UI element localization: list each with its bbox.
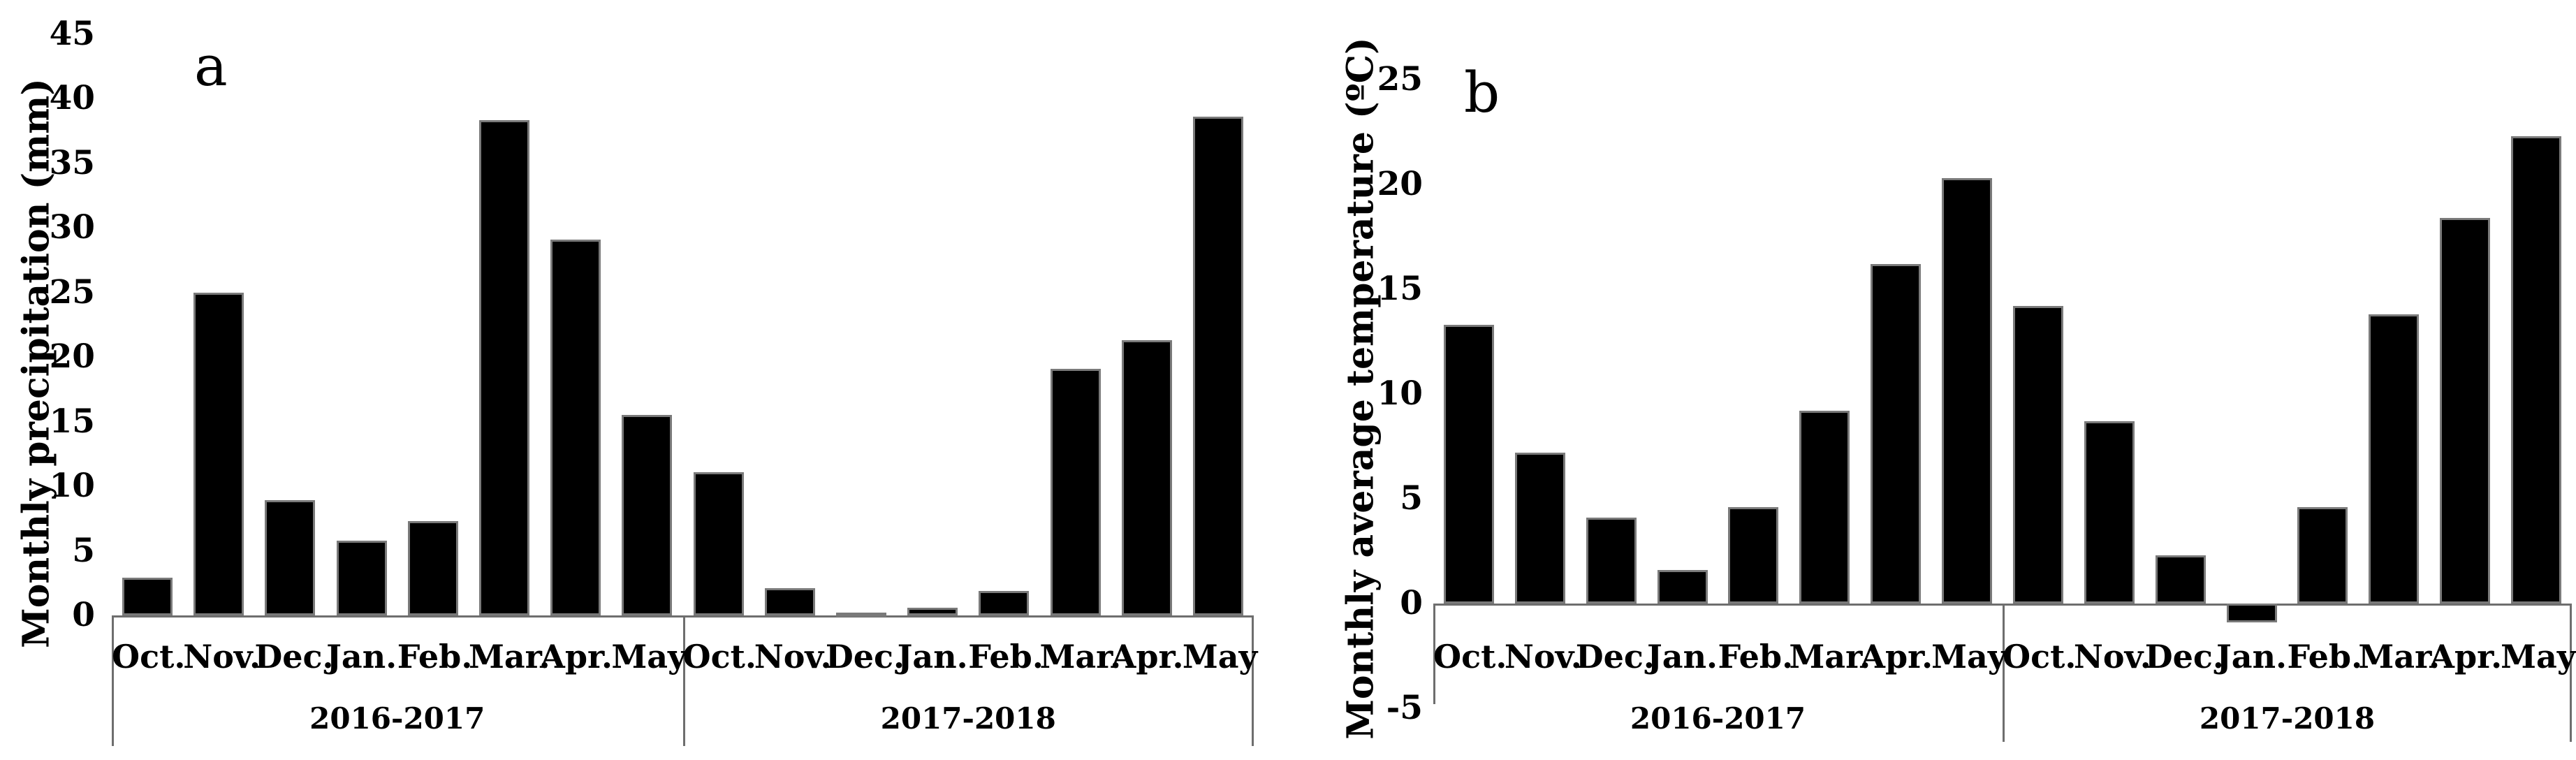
bar-a-2017-2018-Apr.	[1121, 339, 1172, 615]
bar-b-2016-2017-Oct.	[1443, 325, 1494, 604]
bar-b-2016-2017-Nov.	[1514, 453, 1565, 604]
ytick-b-5: 5	[1400, 479, 1423, 518]
bar-a-2017-2018-Feb.	[979, 590, 1030, 615]
month-label-a-6: Apr.	[540, 638, 613, 675]
bar-a-2016-2017-Jan.	[336, 540, 387, 615]
month-label-a-14: Apr.	[1111, 638, 1184, 675]
month-label-b-5: Mar.	[1789, 638, 1871, 675]
ytick-b--5: -5	[1386, 689, 1423, 727]
bar-b-2016-2017-May	[1942, 178, 1993, 604]
year-group-divider-a	[682, 615, 685, 746]
bar-b-2016-2017-Mar.	[1799, 411, 1850, 604]
bar-b-2017-2018-Feb.	[2297, 507, 2348, 604]
bar-a-2017-2018-Jan.	[907, 607, 958, 615]
ytick-a-5: 5	[72, 531, 95, 570]
month-label-b-9: Nov.	[2073, 638, 2151, 675]
month-label-b-7: May	[1931, 638, 2007, 675]
month-label-b-14: Apr.	[2429, 638, 2503, 675]
bar-a-2016-2017-May	[622, 415, 673, 615]
label-box-right-border-b	[2570, 604, 2572, 742]
ytick-a-45: 45	[49, 14, 95, 53]
month-label-b-8: Oct.	[2003, 638, 2077, 675]
bar-a-2017-2018-Mar.	[1050, 368, 1101, 615]
bar-a-2016-2017-Apr.	[550, 239, 601, 615]
month-label-a-7: May	[611, 638, 687, 675]
bar-b-2017-2018-Mar.	[2369, 314, 2420, 604]
month-label-b-4: Feb.	[1718, 638, 1794, 675]
month-label-b-13: Mar.	[2358, 638, 2440, 675]
bar-a-2017-2018-Oct.	[693, 472, 744, 615]
bar-a-2016-2017-Nov.	[193, 292, 244, 615]
bar-a-2017-2018-May	[1192, 116, 1243, 615]
ytick-a-30: 30	[49, 208, 95, 247]
ytick-b-25: 25	[1377, 60, 1423, 98]
ytick-a-25: 25	[49, 272, 95, 312]
month-label-b-10: Dec.	[2144, 638, 2224, 675]
month-label-b-0: Oct.	[1433, 638, 1507, 675]
month-label-a-0: Oct.	[112, 638, 186, 675]
bar-a-2016-2017-Dec.	[265, 500, 316, 615]
month-label-a-12: Feb.	[968, 638, 1044, 675]
panel-label-b: b	[1464, 60, 1500, 125]
year-label-b-2016-2017: 2016-2017	[1630, 701, 1806, 736]
bar-a-2017-2018-Dec.	[835, 613, 886, 618]
month-label-a-11: Jan.	[897, 638, 968, 675]
ytick-b-15: 15	[1377, 270, 1423, 308]
bar-b-2017-2018-Nov.	[2084, 421, 2135, 604]
month-label-a-1: Nov.	[183, 638, 261, 675]
bar-b-2017-2018-Apr.	[2440, 218, 2491, 604]
panel-label-a: a	[194, 34, 228, 98]
month-label-a-10: Dec.	[825, 638, 905, 675]
month-label-a-2: Dec.	[254, 638, 334, 675]
month-label-a-3: Jan.	[326, 638, 397, 675]
ytick-a-20: 20	[49, 337, 95, 376]
bar-a-2016-2017-Oct.	[122, 578, 173, 615]
month-label-a-9: Nov.	[754, 638, 832, 675]
year-label-a-2016-2017: 2016-2017	[309, 701, 485, 736]
bar-a-2017-2018-Nov.	[764, 588, 815, 615]
bar-b-2016-2017-Apr.	[1871, 264, 1922, 604]
bar-b-2017-2018-May	[2511, 136, 2562, 604]
bar-b-2016-2017-Dec.	[1586, 518, 1637, 604]
month-label-b-1: Nov.	[1504, 638, 1582, 675]
ytick-b-0: 0	[1400, 584, 1423, 622]
month-label-b-15: May	[2501, 638, 2576, 675]
bar-b-2017-2018-Oct.	[2012, 306, 2063, 604]
month-label-a-8: Oct.	[682, 638, 756, 675]
bar-b-2016-2017-Feb.	[1728, 507, 1779, 604]
year-label-a-2017-2018: 2017-2018	[880, 701, 1056, 736]
month-label-b-3: Jan.	[1647, 638, 1718, 675]
ytick-a-0: 0	[72, 596, 95, 634]
month-label-b-6: Apr.	[1860, 638, 1933, 675]
month-label-b-2: Dec.	[1575, 638, 1655, 675]
year-group-divider-b	[2003, 604, 2005, 742]
ytick-a-10: 10	[49, 467, 95, 505]
bar-a-2016-2017-Mar.	[479, 120, 530, 615]
ytick-b-20: 20	[1377, 165, 1423, 203]
month-label-a-15: May	[1182, 638, 1258, 675]
bar-b-2017-2018-Jan.	[2226, 604, 2277, 622]
bar-a-2016-2017-Feb.	[407, 520, 458, 615]
year-label-b-2017-2018: 2017-2018	[2199, 701, 2376, 736]
bar-b-2017-2018-Dec.	[2155, 555, 2206, 604]
month-label-b-12: Feb.	[2287, 638, 2363, 675]
month-label-b-11: Jan.	[2216, 638, 2288, 675]
ytick-a-40: 40	[49, 79, 95, 117]
ytick-a-15: 15	[49, 402, 95, 441]
month-label-a-4: Feb.	[397, 638, 473, 675]
ytick-a-35: 35	[49, 143, 95, 182]
ytick-b-10: 10	[1377, 374, 1423, 413]
label-box-left-border-b	[1433, 604, 1435, 704]
month-label-a-13: Mar.	[1039, 638, 1122, 675]
bar-b-2016-2017-Jan.	[1657, 570, 1708, 604]
label-box-right-border-a	[1252, 615, 1254, 746]
label-box-left-border-a	[112, 615, 114, 746]
month-label-a-5: Mar.	[468, 638, 550, 675]
